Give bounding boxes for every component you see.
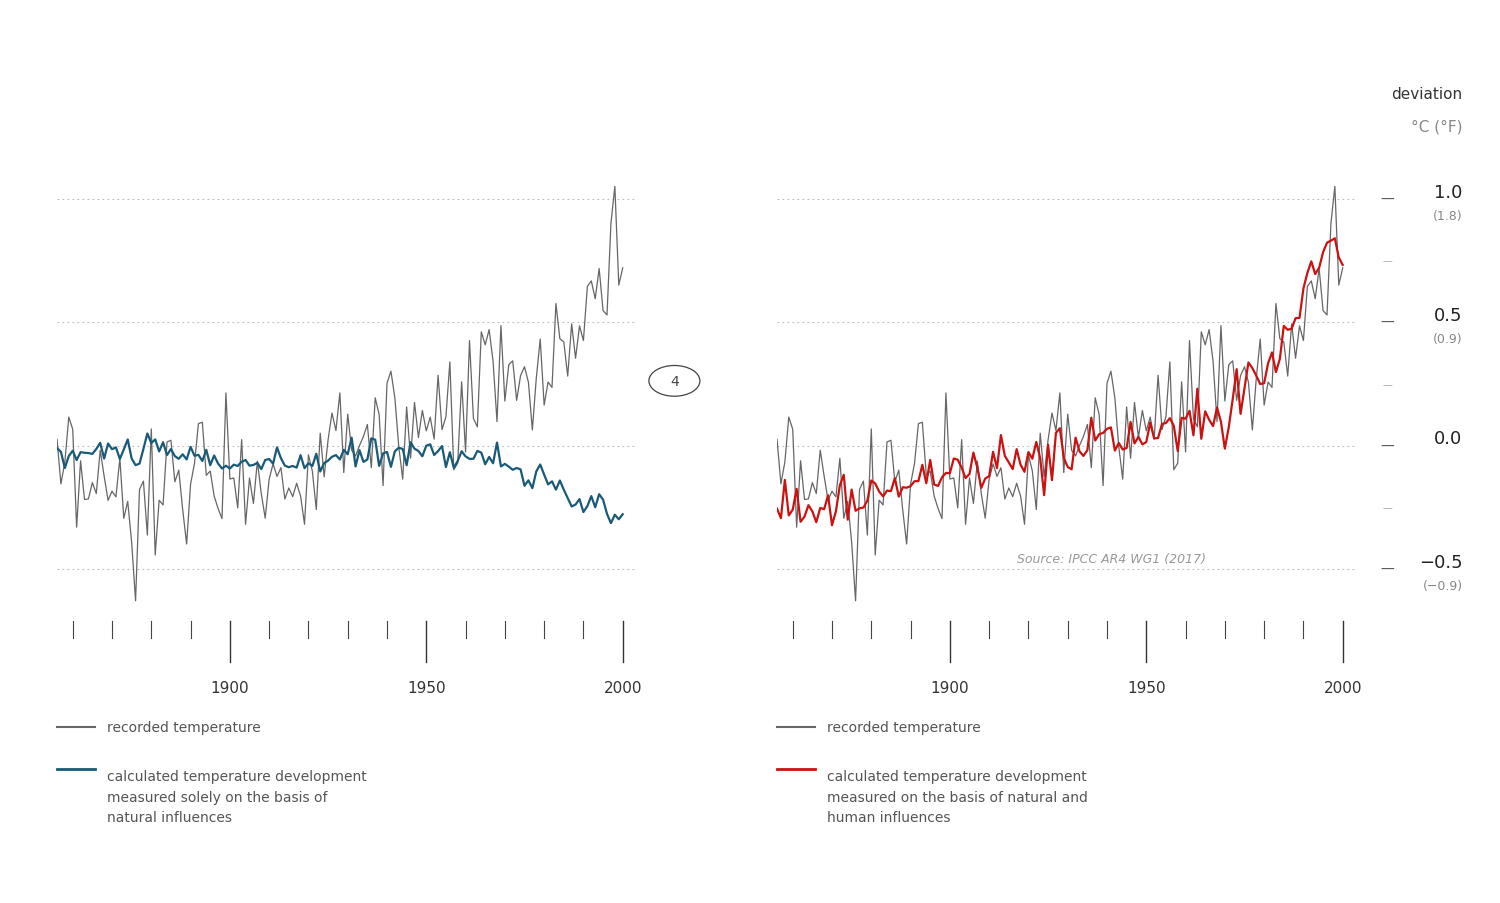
Text: calculated temperature development
measured solely on the basis of
natural influ: calculated temperature development measu… [106,769,366,824]
Text: 1900: 1900 [210,680,249,695]
Text: (−0.9): (−0.9) [1422,579,1462,592]
Text: —: — [1380,563,1395,576]
Text: 1900: 1900 [930,680,969,695]
Text: 2000: 2000 [603,680,642,695]
Text: —: — [1380,192,1395,207]
Text: deviation: deviation [1392,88,1462,102]
Text: 2000: 2000 [1323,680,1362,695]
Text: °C (°F): °C (°F) [1412,119,1462,134]
Text: recorded temperature: recorded temperature [106,720,261,734]
Text: 1950: 1950 [1126,680,1166,695]
Text: 1.0: 1.0 [1434,183,1462,201]
Text: (1.8): (1.8) [1432,209,1462,222]
Text: 0.0: 0.0 [1434,430,1462,448]
Text: 1950: 1950 [406,680,445,695]
Text: −0.5: −0.5 [1419,553,1462,571]
Text: 0.5: 0.5 [1434,306,1462,324]
Text: —: — [1380,439,1395,453]
Text: recorded temperature: recorded temperature [827,720,981,734]
Text: —: — [1380,316,1395,330]
Text: —: — [1383,256,1392,266]
Text: (0.9): (0.9) [1432,332,1462,346]
Text: Source: IPCC AR4 WG1 (2017): Source: IPCC AR4 WG1 (2017) [1017,553,1206,566]
Text: 4: 4 [670,375,680,388]
Text: —: — [1383,503,1392,513]
Text: calculated temperature development
measured on the basis of natural and
human in: calculated temperature development measu… [827,769,1088,824]
Text: —: — [1383,379,1392,389]
